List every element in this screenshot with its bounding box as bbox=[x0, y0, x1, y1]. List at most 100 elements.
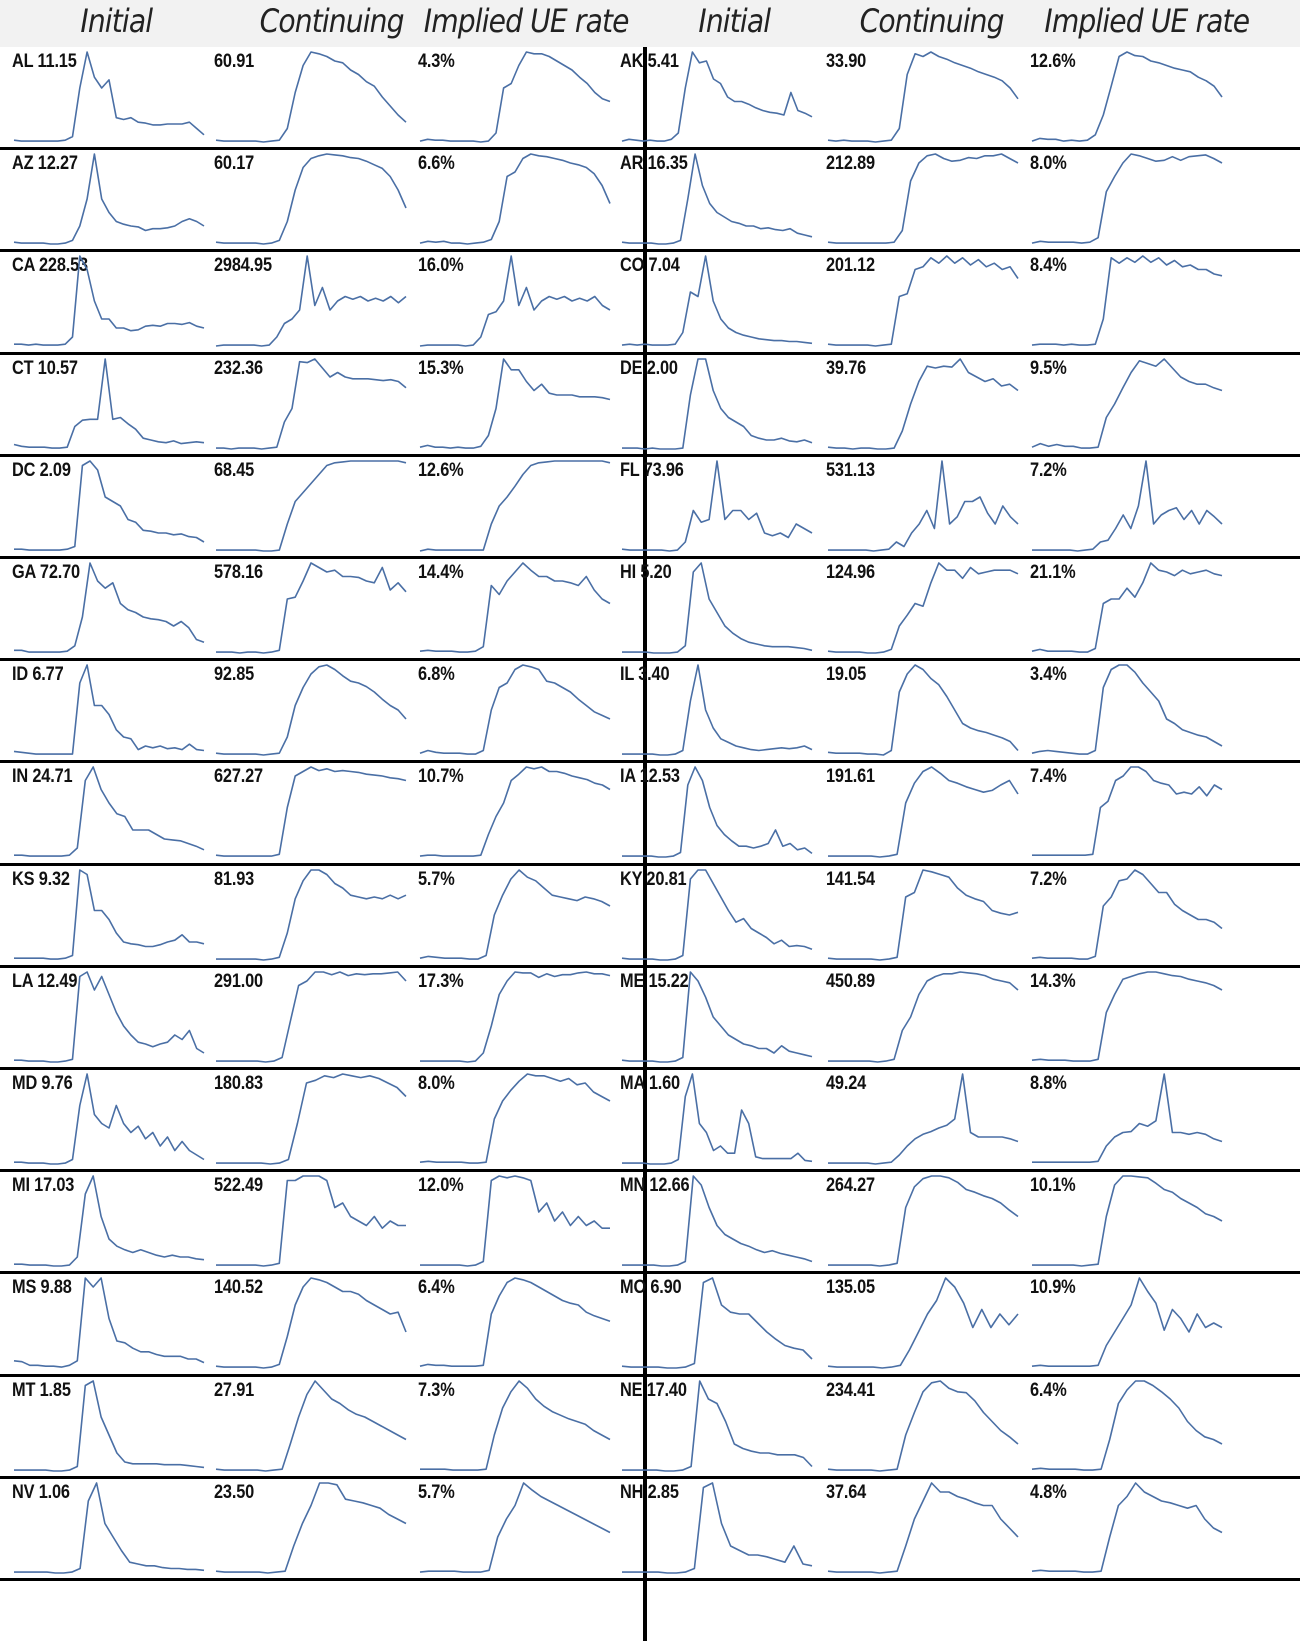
co-rate-sparkline bbox=[1031, 255, 1223, 347]
nh-rate-line bbox=[1031, 1481, 1223, 1573]
al-initial-sparkline bbox=[13, 51, 205, 142]
me-continuing-sparkline bbox=[828, 970, 1019, 1063]
ga-rate-sparkline bbox=[419, 562, 611, 653]
de-initial-label: DE 2.00 bbox=[620, 357, 678, 379]
ma-continuing-label: 49.24 bbox=[826, 1073, 867, 1094]
ak-rate-line bbox=[1031, 51, 1223, 142]
nv-rate-sparkline bbox=[419, 1481, 611, 1573]
id-rate-line bbox=[419, 664, 611, 756]
id-rate-sparkline bbox=[419, 664, 611, 756]
md-continuing-sparkline bbox=[216, 1073, 407, 1165]
la-rate-sparkline bbox=[420, 970, 611, 1063]
ca-rate-line bbox=[419, 255, 611, 348]
il-continuing-line bbox=[827, 664, 1019, 756]
ga-initial-label: GA 72.70 bbox=[12, 562, 80, 583]
in-initial-line bbox=[14, 766, 205, 858]
id-continuing-label: 92.85 bbox=[214, 664, 255, 686]
md-rate-label: 8.0% bbox=[418, 1073, 455, 1094]
mi-continuing-sparkline bbox=[216, 1175, 406, 1267]
dc-initial-line bbox=[14, 459, 205, 551]
mn-rate-line bbox=[1032, 1175, 1223, 1267]
ak-initial-label: AK 5.41 bbox=[620, 51, 679, 72]
mo-initial-line bbox=[621, 1277, 813, 1370]
co-continuing-label: 201.12 bbox=[826, 255, 875, 277]
fl-continuing-label: 531.13 bbox=[826, 459, 875, 481]
row-divider bbox=[0, 352, 1300, 355]
fl-initial-label: FL 73.96 bbox=[620, 459, 684, 481]
az-initial-sparkline bbox=[13, 153, 205, 245]
md-initial-line bbox=[14, 1073, 205, 1165]
ct-initial-label: CT 10.57 bbox=[12, 357, 78, 379]
il-rate-label: 3.4% bbox=[1030, 664, 1067, 686]
ca-continuing-sparkline bbox=[215, 255, 407, 348]
co-initial-line bbox=[621, 255, 813, 347]
ia-initial-label: IA 12.53 bbox=[620, 766, 680, 788]
ne-initial-sparkline bbox=[622, 1379, 813, 1472]
ne-continuing-line bbox=[827, 1379, 1019, 1472]
fl-initial-sparkline bbox=[621, 459, 813, 552]
ga-initial-line bbox=[14, 562, 205, 653]
mo-initial-sparkline bbox=[621, 1277, 813, 1370]
ar-initial-sparkline bbox=[621, 153, 813, 245]
md-initial-sparkline bbox=[14, 1073, 205, 1165]
ky-rate-sparkline bbox=[1031, 868, 1223, 960]
az-rate-line bbox=[419, 153, 611, 245]
mi-continuing-line bbox=[216, 1175, 406, 1267]
ne-initial-line bbox=[622, 1379, 813, 1472]
il-initial-sparkline bbox=[622, 664, 813, 756]
ct-rate-label: 15.3% bbox=[418, 357, 464, 379]
id-initial-label: ID 6.77 bbox=[12, 664, 64, 686]
mi-continuing-label: 522.49 bbox=[214, 1175, 263, 1197]
id-continuing-line bbox=[215, 664, 407, 756]
ak-rate-sparkline bbox=[1031, 51, 1223, 142]
ma-rate-sparkline bbox=[1032, 1073, 1223, 1163]
fl-rate-label: 7.2% bbox=[1030, 459, 1067, 481]
ma-initial-line bbox=[622, 1073, 813, 1165]
ky-rate-line bbox=[1031, 868, 1223, 960]
ct-continuing-label: 232.36 bbox=[214, 357, 263, 379]
de-initial-line bbox=[622, 357, 813, 450]
ar-continuing-sparkline bbox=[827, 153, 1019, 245]
ms-continuing-label: 140.52 bbox=[214, 1277, 263, 1299]
fl-rate-sparkline bbox=[1032, 459, 1223, 552]
row-divider bbox=[0, 863, 1300, 866]
il-initial-line bbox=[622, 664, 813, 756]
al-rate-sparkline bbox=[419, 51, 611, 143]
md-continuing-label: 180.83 bbox=[214, 1073, 263, 1094]
ne-rate-sparkline bbox=[1031, 1379, 1223, 1471]
ak-continuing-sparkline bbox=[827, 51, 1019, 143]
row-divider bbox=[0, 658, 1300, 661]
ak-rate-label: 12.6% bbox=[1030, 51, 1076, 72]
header-initial-left: Initial bbox=[80, 2, 153, 40]
hi-continuing-label: 124.96 bbox=[826, 562, 875, 583]
ks-initial-line bbox=[14, 868, 205, 960]
hi-rate-label: 21.1% bbox=[1030, 562, 1076, 583]
ma-rate-label: 8.8% bbox=[1030, 1073, 1067, 1094]
in-rate-sparkline bbox=[419, 766, 611, 858]
ms-rate-label: 6.4% bbox=[418, 1277, 455, 1299]
la-continuing-sparkline bbox=[216, 970, 407, 1063]
mi-initial-line bbox=[14, 1175, 205, 1267]
row-divider bbox=[0, 760, 1300, 763]
la-initial-sparkline bbox=[14, 970, 205, 1063]
ks-initial-sparkline bbox=[14, 868, 205, 960]
md-rate-line bbox=[419, 1073, 611, 1164]
hi-initial-line bbox=[622, 562, 813, 654]
me-rate-line bbox=[1031, 970, 1223, 1062]
co-rate-line bbox=[1031, 255, 1223, 347]
in-initial-label: IN 24.71 bbox=[12, 766, 73, 788]
mn-rate-label: 10.1% bbox=[1030, 1175, 1076, 1197]
la-continuing-label: 291.00 bbox=[214, 970, 263, 992]
fl-continuing-line bbox=[828, 459, 1019, 552]
nv-initial-line bbox=[14, 1481, 205, 1574]
mi-initial-label: MI 17.03 bbox=[12, 1175, 75, 1197]
dc-rate-label: 12.6% bbox=[418, 459, 464, 481]
dc-continuing-label: 68.45 bbox=[214, 459, 255, 481]
mt-continuing-label: 27.91 bbox=[214, 1379, 255, 1401]
az-rate-label: 6.6% bbox=[418, 153, 455, 175]
al-continuing-line bbox=[215, 51, 407, 143]
az-initial-label: AZ 12.27 bbox=[12, 153, 78, 175]
nv-rate-label: 5.7% bbox=[418, 1481, 455, 1503]
row-divider bbox=[0, 556, 1300, 559]
mn-rate-sparkline bbox=[1032, 1175, 1223, 1267]
